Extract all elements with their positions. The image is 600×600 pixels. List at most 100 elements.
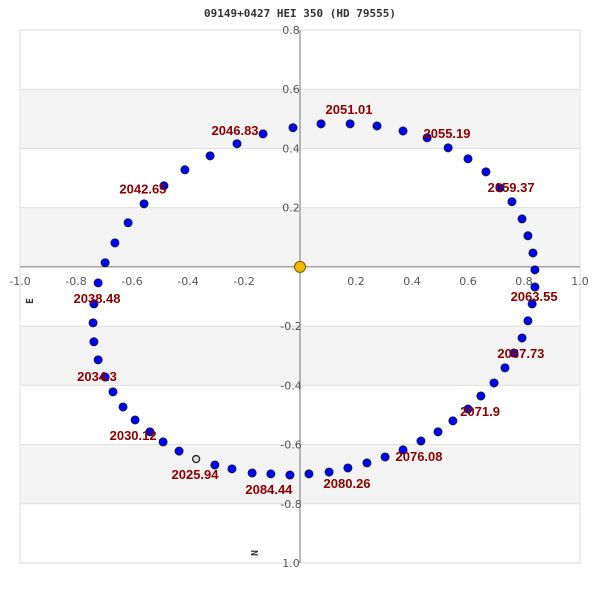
epoch-label: 2055.19 (424, 126, 471, 141)
orbit-point (123, 218, 133, 228)
orbit-point (398, 126, 408, 136)
epoch-label: 2076.08 (396, 449, 443, 464)
y-tick-label: -0.8 (280, 498, 301, 511)
orbit-point (362, 458, 372, 468)
epoch-label: 2071.9 (460, 404, 500, 419)
orbit-point (343, 463, 353, 473)
orbit-point (530, 282, 540, 292)
orbit-point (324, 467, 334, 477)
orbit-point (523, 231, 533, 241)
y-tick-label: -0.2 (280, 320, 301, 333)
orbit-points (88, 119, 540, 480)
orbit-point (288, 123, 298, 133)
orbit-point (139, 199, 149, 209)
y-tick-label: 0.8 (282, 24, 300, 37)
orbit-point (463, 154, 473, 164)
x-tick-label: 0.4 (403, 275, 421, 288)
x-tick-label: 0.2 (347, 275, 365, 288)
orbit-point (89, 299, 99, 309)
epoch-label: 2059.37 (488, 180, 535, 195)
orbit-point (481, 167, 491, 177)
orbit-point (489, 378, 499, 388)
orbit-point (372, 121, 382, 131)
primary-star-marker (294, 260, 306, 273)
epoch-label: 2025.94 (172, 467, 220, 482)
tick-labels: -1.0 -0.8 -0.6 -0.4 -0.2 0.2 0.4 0.6 0.8 1.0 0.8 0.… (9, 24, 588, 570)
epoch-label: 2067.73 (497, 346, 544, 361)
orbit-point (316, 119, 326, 129)
orbit-point (100, 372, 110, 382)
orbit-point (266, 469, 276, 479)
orbit-point (108, 387, 118, 397)
orbit-point (345, 119, 355, 129)
north-label: N (250, 550, 261, 556)
epoch-label: 2080.26 (324, 476, 371, 491)
epoch-labels: 2025.94 2030.12 2034.3 2038.48 2042.65 2046.8… (74, 102, 558, 497)
orbit-point (180, 165, 190, 175)
orbit-point (509, 348, 519, 358)
x-tick-label: -0.6 (121, 275, 142, 288)
x-tick-label: -0.4 (177, 275, 198, 288)
orbit-point (528, 248, 538, 258)
orbit-point (416, 436, 426, 446)
orbit-point (433, 427, 443, 437)
epoch-label: 2084.44 (245, 482, 293, 497)
epoch-label: 2038.48 (74, 291, 121, 306)
epoch-label: 2042.65 (119, 182, 166, 197)
orbit-point (530, 265, 540, 275)
orbit-point (285, 470, 295, 480)
orbit-point (304, 469, 314, 479)
y-tick-label: 1.0 (282, 557, 300, 570)
orbit-point (380, 452, 390, 462)
orbit-point (88, 318, 98, 328)
orbit-point (500, 363, 510, 373)
x-tick-label: 0.6 (459, 275, 477, 288)
orbit-point (227, 464, 237, 474)
orbit-point (174, 446, 184, 456)
current-position-marker (191, 454, 201, 464)
y-tick-label: 0.4 (282, 142, 300, 155)
orbit-point (463, 404, 473, 414)
y-tick-label: 0.2 (282, 202, 300, 215)
orbit-point (130, 415, 140, 425)
x-tick-label: 0.8 (515, 275, 533, 288)
east-label: E (25, 298, 36, 304)
orbit-point (100, 258, 110, 268)
x-tick-label: 1.0 (571, 275, 589, 288)
orbit-point (145, 427, 155, 437)
x-tick-label: -1.0 (9, 275, 30, 288)
orbit-point (507, 197, 517, 207)
x-tick-label: -0.2 (233, 275, 254, 288)
orbit-point (527, 299, 537, 309)
y-tick-label: -0.4 (280, 379, 301, 392)
orbit-point (495, 183, 505, 193)
orbit-point (517, 333, 527, 343)
orbit-point (210, 460, 220, 470)
orbit-point (232, 139, 242, 149)
orbit-point (158, 437, 168, 447)
orbit-point (476, 391, 486, 401)
chart-title: 09149+0427 HEI 350 (HD 79555) (204, 7, 396, 20)
orbit-point (448, 416, 458, 426)
orbit-point (517, 214, 527, 224)
epoch-label: 2030.12 (110, 428, 157, 443)
orbit-point (422, 133, 432, 143)
epoch-label: 2063.55 (511, 289, 558, 304)
orbit-point (159, 181, 169, 191)
epoch-label: 2034.3 (77, 369, 117, 384)
orbit-point (247, 468, 257, 478)
x-tick-label: -0.8 (65, 275, 86, 288)
orbit-point (93, 355, 103, 365)
orbit-point (93, 278, 103, 288)
orbit-point (398, 445, 408, 455)
orbit-point (523, 316, 533, 326)
orbit-point (258, 129, 268, 139)
y-tick-label: 0.6 (282, 83, 300, 96)
orbit-point (110, 238, 120, 248)
y-tick-label: -0.6 (280, 439, 301, 452)
epoch-label: 2046.83 (212, 123, 259, 138)
orbit-point (443, 143, 453, 153)
epoch-label: 2051.01 (326, 102, 373, 117)
orbit-point (118, 402, 128, 412)
